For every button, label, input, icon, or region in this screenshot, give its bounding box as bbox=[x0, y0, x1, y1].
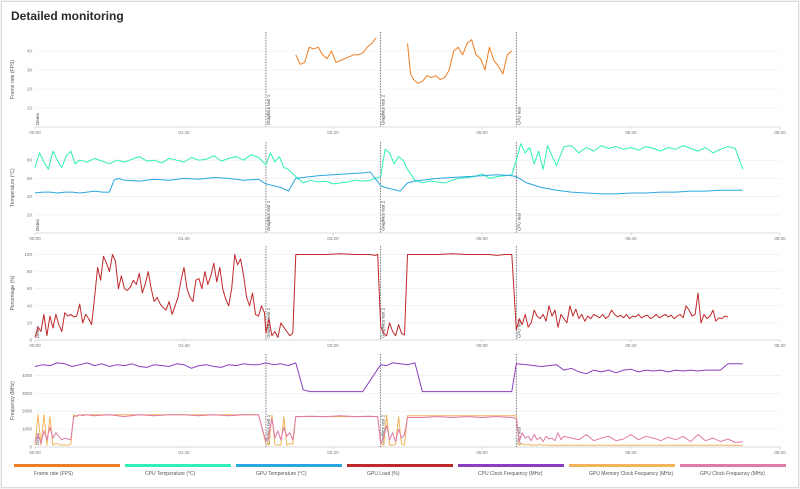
chart-temperature: 20 40 60 80 00:00 01:40 03:20 05:00 06:40 08:20 Te… bbox=[10, 142, 786, 241]
y-tick-label: 10 bbox=[27, 106, 33, 111]
y-tick-label: 3000 bbox=[22, 391, 33, 396]
chart-frequency: 0 1000 2000 3000 4000 00:00 01:40 03:20 05:00 06:… bbox=[10, 354, 786, 455]
x-tick-label: 08:20 bbox=[774, 450, 786, 455]
y-tick-label: 80 bbox=[27, 158, 33, 163]
x-tick-label: 08:20 bbox=[774, 130, 786, 135]
y-tick-label: 60 bbox=[27, 176, 33, 181]
legend-item[interactable]: CPU Clock Frequency (MHz) bbox=[458, 464, 564, 484]
series-line bbox=[34, 143, 744, 185]
y-tick-label: 40 bbox=[27, 194, 33, 199]
section-marker-label: Graphics test 1 bbox=[266, 414, 271, 445]
x-tick-label: 05:00 bbox=[476, 343, 488, 348]
y-tick-label: 2000 bbox=[22, 409, 33, 414]
legend-item[interactable]: GPU Clock Frequency (MHz) bbox=[680, 464, 786, 484]
y-tick-label: 4000 bbox=[22, 373, 33, 378]
x-tick-label: 01:40 bbox=[178, 236, 190, 241]
x-tick-label: 05:00 bbox=[476, 130, 488, 135]
x-tick-label: 03:20 bbox=[327, 450, 339, 455]
series-line bbox=[34, 253, 729, 338]
y-tick-label: 100 bbox=[24, 252, 32, 257]
y-axis-label: Frame rate (FPS) bbox=[10, 60, 16, 99]
legend-label: GPU Memory Clock Frequency (MHz) bbox=[589, 471, 674, 477]
section-marker-label: Demo bbox=[35, 325, 40, 338]
series-line bbox=[34, 171, 743, 195]
section-marker-label: Graphics test 1 bbox=[266, 200, 271, 231]
y-tick-label: 20 bbox=[27, 87, 33, 92]
legend-swatch bbox=[236, 464, 342, 467]
x-tick-label: 05:00 bbox=[476, 450, 488, 455]
series-line bbox=[407, 39, 513, 84]
x-tick-label: 03:20 bbox=[327, 130, 339, 135]
section-marker-label: Demo bbox=[35, 432, 40, 445]
y-tick-label: 0 bbox=[29, 338, 32, 343]
legend-label: CPU Temperature (°C) bbox=[145, 471, 196, 477]
page-title: Detailed monitoring bbox=[11, 9, 124, 23]
legend-swatch bbox=[569, 464, 675, 467]
x-tick-label: 08:20 bbox=[774, 343, 786, 348]
x-tick-label: 06:40 bbox=[625, 236, 637, 241]
chart-fps: 10 20 30 40 00:00 01:40 03:20 05:00 06:40 08:20 Fr… bbox=[10, 32, 786, 135]
series-line bbox=[34, 414, 743, 444]
legend-label: Frame rate (FPS) bbox=[34, 471, 73, 477]
section-marker-label: Graphics test 2 bbox=[381, 414, 386, 445]
x-tick-label: 08:20 bbox=[774, 236, 786, 241]
legend-swatch bbox=[14, 464, 120, 467]
section-marker-label: Demo bbox=[35, 218, 40, 231]
legend-item[interactable]: Frame rate (FPS) bbox=[14, 464, 120, 484]
legend-label: CPU Clock Frequency (MHz) bbox=[478, 471, 543, 477]
x-tick-label: 03:20 bbox=[327, 236, 339, 241]
legend-item[interactable]: GPU Memory Clock Frequency (MHz) bbox=[569, 464, 675, 484]
x-tick-label: 00:00 bbox=[29, 236, 41, 241]
x-tick-label: 00:00 bbox=[29, 450, 41, 455]
y-axis-label: Percentage (%) bbox=[10, 275, 16, 310]
y-tick-label: 20 bbox=[27, 212, 33, 217]
y-axis-label: Temperature (°C) bbox=[10, 168, 16, 207]
section-marker-label: CPU test bbox=[516, 106, 521, 125]
y-tick-label: 0 bbox=[29, 445, 32, 450]
x-tick-label: 01:40 bbox=[178, 343, 190, 348]
y-tick-label: 1000 bbox=[22, 427, 33, 432]
x-tick-label: 01:40 bbox=[178, 130, 190, 135]
x-tick-label: 06:40 bbox=[625, 450, 637, 455]
x-tick-label: 05:00 bbox=[476, 236, 488, 241]
y-tick-label: 60 bbox=[27, 286, 33, 291]
legend-label: GPU Clock Frequency (MHz) bbox=[700, 471, 765, 477]
section-marker-label: Graphics test 2 bbox=[381, 307, 386, 338]
monitoring-charts: 10 20 30 40 00:00 01:40 03:20 05:00 06:40 08:20 Fr… bbox=[10, 32, 786, 455]
legend-swatch bbox=[125, 464, 231, 467]
y-tick-label: 80 bbox=[27, 269, 33, 274]
series-line bbox=[34, 414, 743, 446]
section-marker-label: CPU test bbox=[516, 319, 521, 338]
x-tick-label: 06:40 bbox=[625, 343, 637, 348]
legend-swatch bbox=[680, 464, 786, 467]
legend-item[interactable]: CPU Temperature (°C) bbox=[125, 464, 231, 484]
x-tick-label: 01:40 bbox=[178, 450, 190, 455]
section-marker-label: CPU test bbox=[516, 212, 521, 231]
x-tick-label: 03:20 bbox=[327, 343, 339, 348]
legend-item[interactable]: GPU Temperature (°C) bbox=[236, 464, 342, 484]
y-tick-label: 40 bbox=[27, 303, 33, 308]
x-tick-label: 00:00 bbox=[29, 343, 41, 348]
y-axis-label: Frequency (MHz) bbox=[10, 381, 16, 420]
section-marker-label: Graphics test 2 bbox=[381, 94, 386, 125]
section-marker-label: Graphics test 1 bbox=[266, 94, 271, 125]
series-line bbox=[295, 37, 377, 65]
y-tick-label: 40 bbox=[27, 49, 33, 54]
section-marker-label: Graphics test 2 bbox=[381, 200, 386, 231]
section-marker-label: Demo bbox=[35, 112, 40, 125]
chart-legend: Frame rate (FPS) CPU Temperature (°C) GPU … bbox=[14, 464, 790, 484]
chart-gpu-load: 0 20 40 60 80 100 00:00 01:40 03:20 05:00 06:40 08:… bbox=[10, 246, 786, 348]
x-tick-label: 06:40 bbox=[625, 130, 637, 135]
legend-item[interactable]: GPU Load (%) bbox=[347, 464, 453, 484]
series-line bbox=[34, 362, 743, 393]
x-tick-label: 00:00 bbox=[29, 130, 41, 135]
legend-label: GPU Temperature (°C) bbox=[256, 471, 307, 477]
legend-swatch bbox=[458, 464, 564, 467]
y-tick-label: 30 bbox=[27, 68, 33, 73]
legend-label: GPU Load (%) bbox=[367, 471, 400, 477]
y-tick-label: 20 bbox=[27, 320, 33, 325]
legend-swatch bbox=[347, 464, 453, 467]
